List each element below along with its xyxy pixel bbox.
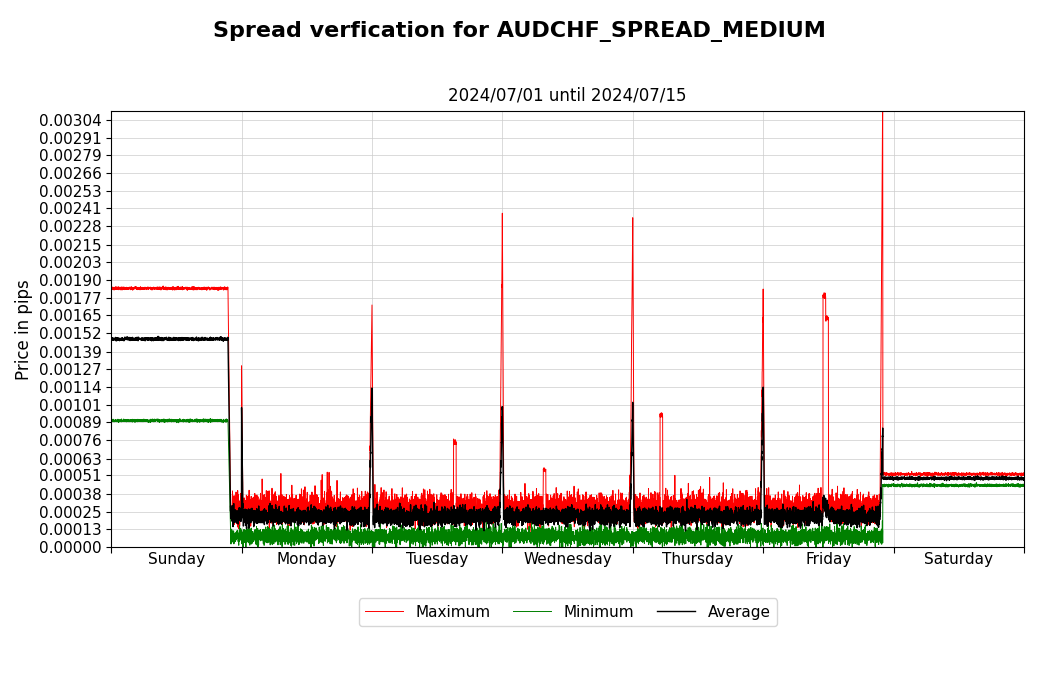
- Average: [365, 418, 377, 426]
- Average: [229, 515, 241, 524]
- Title: 2024/07/01 until 2024/07/15: 2024/07/01 until 2024/07/15: [448, 86, 687, 104]
- Maximum: [229, 496, 241, 504]
- Minimum: [691, 536, 703, 544]
- Minimum: [237, 543, 249, 552]
- Text: Spread verfication for AUDCHF_SPREAD_MEDIUM: Spread verfication for AUDCHF_SPREAD_MED…: [213, 21, 826, 42]
- Maximum: [127, 285, 139, 293]
- Maximum: [105, 283, 117, 291]
- Minimum: [350, 526, 363, 535]
- Average: [350, 516, 363, 524]
- Maximum: [1018, 470, 1031, 478]
- Minimum: [1018, 481, 1031, 489]
- Average: [152, 332, 164, 340]
- Average: [105, 333, 117, 342]
- Average: [127, 335, 139, 344]
- Legend: Maximum, Minimum, Average: Maximum, Minimum, Average: [358, 598, 776, 626]
- Maximum: [524, 528, 536, 537]
- Line: Maximum: Maximum: [111, 88, 1024, 533]
- Line: Average: Average: [111, 336, 1024, 531]
- Maximum: [350, 500, 363, 509]
- Line: Minimum: Minimum: [111, 419, 1024, 547]
- Minimum: [204, 414, 216, 423]
- Maximum: [365, 364, 377, 372]
- Average: [680, 526, 692, 535]
- Maximum: [791, 498, 803, 506]
- Minimum: [365, 535, 377, 543]
- Maximum: [877, 84, 889, 92]
- Maximum: [691, 493, 703, 501]
- Average: [691, 512, 703, 520]
- Minimum: [229, 531, 241, 540]
- Average: [1018, 474, 1031, 482]
- Average: [791, 512, 803, 521]
- Minimum: [127, 417, 139, 426]
- Y-axis label: Price in pips: Price in pips: [15, 279, 33, 379]
- Minimum: [791, 542, 803, 550]
- Minimum: [105, 417, 117, 426]
